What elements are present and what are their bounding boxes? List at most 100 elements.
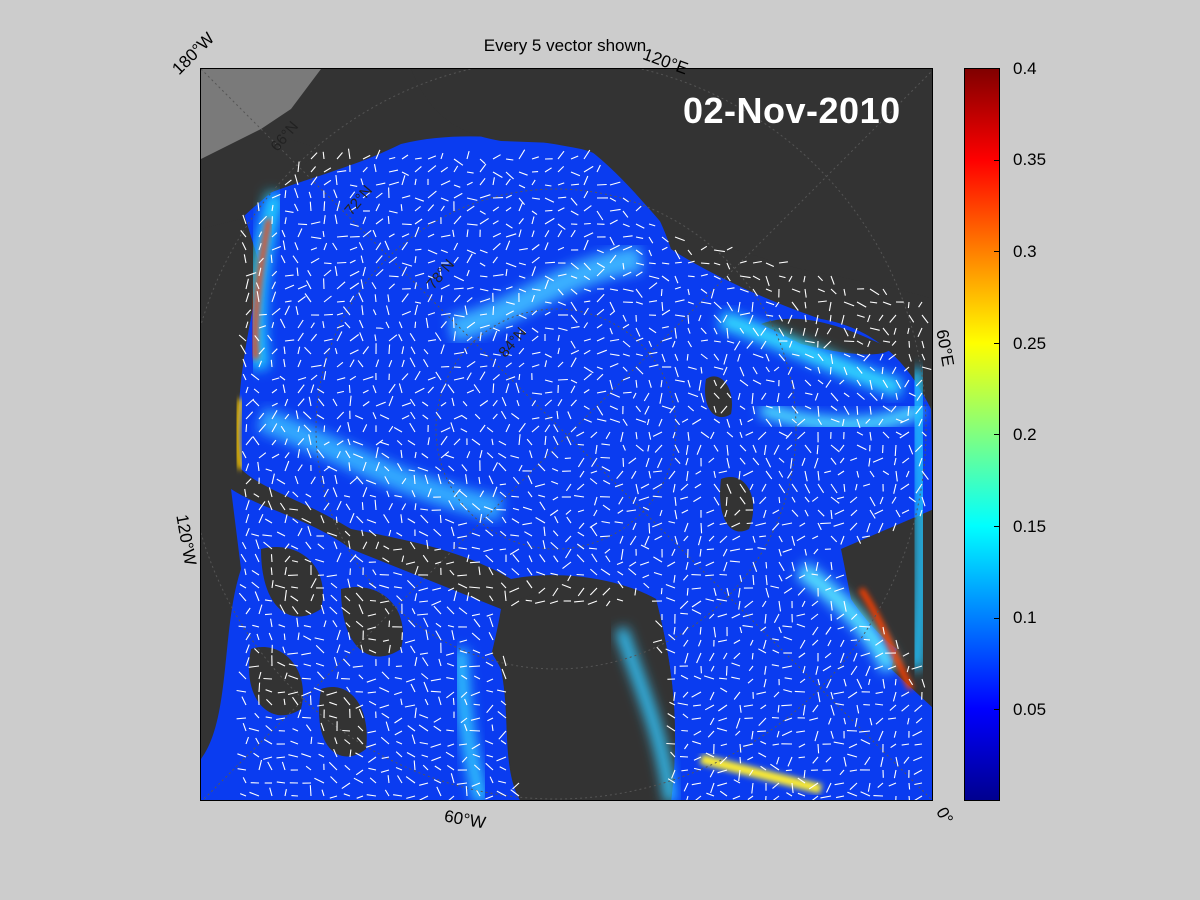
drift-vector <box>479 210 486 215</box>
drift-vector <box>914 743 923 746</box>
drift-vector <box>791 483 798 493</box>
drift-vector <box>281 229 286 238</box>
drift-vector <box>268 487 273 498</box>
drift-vector <box>843 756 847 767</box>
drift-vector <box>739 312 751 316</box>
drift-vector <box>414 301 422 304</box>
drift-vector <box>687 392 699 398</box>
drift-vector <box>241 451 247 459</box>
drift-vector <box>719 790 728 797</box>
drift-vector <box>440 166 449 173</box>
alaska <box>201 129 321 229</box>
drift-vector <box>557 246 565 251</box>
drift-vector <box>297 384 305 394</box>
drift-vector <box>301 517 312 524</box>
drift-vector <box>406 795 416 799</box>
drift-vector <box>310 176 318 186</box>
drift-vector <box>270 618 273 628</box>
drift-vector <box>505 383 510 394</box>
drift-vector <box>414 197 424 202</box>
drift-vector <box>245 736 250 745</box>
drift-vector <box>850 639 858 642</box>
drift-vector <box>648 327 657 334</box>
drift-vector <box>388 334 398 342</box>
drift-vector <box>309 785 312 797</box>
drift-vector <box>840 639 845 648</box>
drift-vector <box>241 242 247 251</box>
drift-vector <box>398 334 403 342</box>
drift-vector <box>719 756 728 765</box>
drift-vector <box>778 275 786 279</box>
drift-vector <box>323 262 332 265</box>
drift-vector <box>589 522 598 528</box>
drift-vector <box>783 689 793 693</box>
drift-vector <box>498 780 507 784</box>
drift-vector <box>366 519 377 524</box>
drift-vector <box>798 574 806 579</box>
drift-vector <box>356 795 364 799</box>
drift-vector <box>864 756 871 766</box>
drift-vector <box>427 249 438 255</box>
drift-vector <box>609 310 616 316</box>
drift-vector <box>342 306 351 316</box>
drift-vector <box>921 678 926 688</box>
drift-vector <box>622 223 630 228</box>
drift-vector <box>704 704 715 711</box>
drift-vector <box>297 359 302 368</box>
drift-vector <box>301 677 312 680</box>
drift-vector <box>907 405 910 416</box>
drift-vector <box>531 288 541 291</box>
drift-vector <box>522 522 533 526</box>
drift-vector <box>368 767 377 771</box>
drift-vector <box>765 587 770 598</box>
drift-vector <box>791 418 797 424</box>
drift-vector <box>486 452 494 459</box>
drift-vector <box>587 600 598 605</box>
drift-vector <box>349 476 359 485</box>
drift-vector <box>471 632 481 641</box>
drift-vector <box>652 495 663 498</box>
drift-vector <box>294 188 299 199</box>
drift-vector <box>284 284 295 290</box>
drift-vector <box>583 262 592 271</box>
drift-vector <box>414 226 420 238</box>
drift-vector <box>700 245 708 251</box>
drift-vector <box>335 175 338 186</box>
drift-vector <box>258 313 267 316</box>
drift-vector <box>609 353 620 357</box>
drift-vector <box>854 483 858 491</box>
drift-vector <box>784 677 793 680</box>
drift-vector <box>570 426 577 433</box>
drift-vector <box>815 665 819 675</box>
drift-vector <box>915 483 923 494</box>
drift-vector <box>849 769 858 772</box>
drift-vector <box>512 782 520 790</box>
drift-vector <box>660 288 663 296</box>
drift-vector <box>765 288 773 292</box>
drift-vector <box>433 605 442 615</box>
drift-vector <box>531 256 540 264</box>
drift-vector <box>882 288 888 296</box>
drift-vector <box>511 568 520 576</box>
drift-vector <box>479 158 486 165</box>
drift-vector <box>433 725 442 732</box>
drift-vector <box>812 756 819 764</box>
drift-vector <box>518 149 526 160</box>
drift-vector <box>388 529 392 537</box>
drift-vector <box>242 723 247 732</box>
drift-vector <box>557 399 563 407</box>
drift-vector <box>773 691 780 698</box>
drift-vector <box>814 730 819 742</box>
drift-vector <box>706 792 715 797</box>
drift-vector <box>911 665 923 670</box>
drift-vector <box>310 166 317 173</box>
drift-vector <box>284 788 287 797</box>
drift-vector <box>388 275 399 278</box>
drift-vector <box>297 426 300 433</box>
drift-vector <box>531 425 540 433</box>
drift-vector <box>473 703 481 706</box>
drift-vector <box>473 384 481 394</box>
drift-vector <box>387 216 390 225</box>
drift-vector <box>739 405 746 410</box>
drift-vector <box>452 317 455 329</box>
